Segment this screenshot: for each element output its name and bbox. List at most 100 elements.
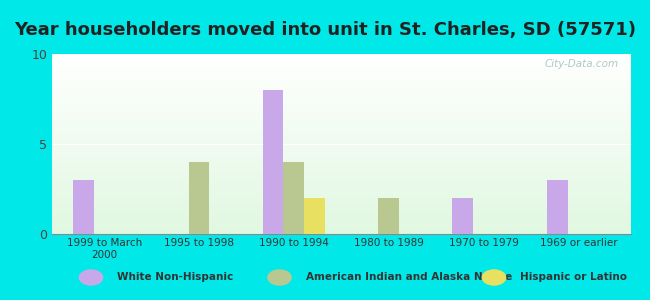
Bar xyxy=(52,18,630,198)
Bar xyxy=(52,0,630,97)
Bar xyxy=(52,50,630,230)
Bar xyxy=(52,0,630,85)
Bar xyxy=(52,0,630,79)
Bar xyxy=(52,13,630,193)
Bar xyxy=(52,0,630,131)
Bar xyxy=(52,0,630,88)
Bar xyxy=(52,0,630,128)
Bar xyxy=(52,0,630,180)
Bar xyxy=(52,0,630,155)
Bar xyxy=(52,0,630,151)
Bar xyxy=(52,0,630,126)
Bar xyxy=(52,0,630,81)
Bar xyxy=(52,0,630,115)
Text: White Non-Hispanic: White Non-Hispanic xyxy=(117,272,233,283)
Bar xyxy=(52,0,630,90)
Bar xyxy=(52,52,630,232)
Bar xyxy=(52,0,630,148)
Bar xyxy=(52,0,630,164)
Text: Hispanic or Latino: Hispanic or Latino xyxy=(520,272,627,283)
Bar xyxy=(52,0,630,77)
Bar xyxy=(52,41,630,221)
Text: City-Data.com: City-Data.com xyxy=(545,59,619,69)
Bar xyxy=(52,31,630,211)
Bar xyxy=(52,32,630,212)
Bar xyxy=(52,0,630,72)
Bar xyxy=(52,0,630,124)
Bar xyxy=(52,0,630,169)
Bar xyxy=(283,162,304,234)
Bar xyxy=(52,0,630,178)
Bar xyxy=(52,0,630,171)
Bar xyxy=(52,29,630,209)
Bar xyxy=(52,0,630,158)
Bar xyxy=(547,180,568,234)
Bar xyxy=(52,0,630,74)
Bar xyxy=(52,0,630,140)
Bar xyxy=(52,43,630,223)
Bar xyxy=(52,0,630,110)
Bar xyxy=(304,198,325,234)
Bar xyxy=(52,0,630,59)
Bar xyxy=(52,0,630,58)
Bar xyxy=(52,4,630,184)
Bar xyxy=(52,0,630,68)
Bar xyxy=(52,0,630,157)
Bar xyxy=(52,0,630,65)
Bar xyxy=(52,38,630,218)
Bar xyxy=(52,0,630,108)
Bar xyxy=(52,0,630,63)
Bar xyxy=(52,49,630,229)
Bar xyxy=(52,9,630,189)
Bar xyxy=(52,0,630,61)
Bar xyxy=(52,22,630,202)
Bar xyxy=(52,0,630,99)
Bar xyxy=(52,0,630,142)
Bar xyxy=(52,0,630,149)
Bar xyxy=(52,27,630,207)
Bar xyxy=(52,0,630,133)
Bar xyxy=(52,14,630,194)
Bar xyxy=(52,0,630,117)
Bar xyxy=(52,0,630,119)
Bar xyxy=(52,0,630,67)
Bar xyxy=(52,40,630,220)
Bar xyxy=(52,23,630,203)
Bar xyxy=(52,0,630,175)
Bar xyxy=(52,16,630,196)
Bar xyxy=(52,45,630,225)
Bar xyxy=(263,90,283,234)
Bar xyxy=(52,0,630,104)
Bar xyxy=(52,0,630,95)
Bar xyxy=(52,25,630,205)
Bar xyxy=(73,180,94,234)
Bar xyxy=(52,0,630,146)
Bar xyxy=(52,0,630,144)
Bar xyxy=(52,0,630,101)
Bar xyxy=(52,7,630,187)
Bar xyxy=(52,0,630,56)
Bar xyxy=(52,0,630,130)
Bar xyxy=(52,0,630,176)
Bar xyxy=(52,0,630,153)
Bar xyxy=(52,0,630,94)
Bar xyxy=(52,2,630,182)
Text: American Indian and Alaska Native: American Indian and Alaska Native xyxy=(306,272,512,283)
Bar xyxy=(52,0,630,113)
Bar xyxy=(52,0,630,121)
Bar xyxy=(52,0,630,122)
Bar xyxy=(52,54,630,234)
Bar xyxy=(52,5,630,185)
Bar xyxy=(52,0,630,162)
Bar xyxy=(378,198,399,234)
Bar xyxy=(52,0,630,70)
Bar xyxy=(52,20,630,200)
Bar xyxy=(52,0,630,173)
Bar xyxy=(52,0,630,112)
Bar xyxy=(52,47,630,227)
Bar xyxy=(52,0,630,103)
Bar xyxy=(52,0,630,166)
Bar xyxy=(52,36,630,216)
Text: Year householders moved into unit in St. Charles, SD (57571): Year householders moved into unit in St.… xyxy=(14,21,636,39)
Bar xyxy=(52,0,630,137)
